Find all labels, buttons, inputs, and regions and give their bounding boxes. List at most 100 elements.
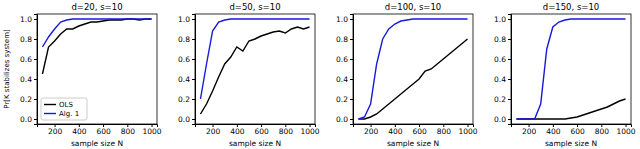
x-tick-label: 200 [48,127,63,136]
x-tick-label: 400 [546,127,561,136]
y-tick: 0.2 [494,95,511,104]
panel-title: d=20, s=10 [71,2,122,12]
y-tick: 0.2 [336,95,353,104]
x-tick-label: 200 [522,127,537,136]
y-tick: 0.6 [20,55,37,64]
y-tick-mark [508,19,511,20]
x-tick-label: 600 [254,127,269,136]
y-tick: 0.4 [494,75,511,84]
legend-swatch [44,104,56,105]
x-tick: 600 [570,124,585,136]
x-tick: 600 [254,124,269,136]
y-tick: 0.2 [20,95,37,104]
y-tick-label: 1.0 [336,15,348,24]
x-tick-label: 800 [437,127,452,136]
y-tick-label: 0.4 [494,75,506,84]
x-tick: 800 [279,124,294,136]
y-tick: 0.0 [336,115,353,124]
legend: OLSAlg. 1 [41,98,87,120]
x-tick-label: 1000 [458,127,477,136]
panel: 20040060080010000.00.20.40.60.81.0d=150,… [494,2,636,148]
x-tick: 600 [412,124,427,136]
x-tick: 200 [522,124,537,136]
x-tick-label: 600 [96,127,111,136]
y-tick: 1.0 [336,15,353,24]
series-line [200,27,309,114]
x-axis: 200 400 600 800 1000 [354,124,478,136]
x-axis-title: sample size N [71,139,123,148]
y-tick-label: 1.0 [494,15,506,24]
y-tick: 0.8 [336,35,353,44]
y-tick: 0.0 [178,115,195,124]
y-tick-label: 0.8 [178,35,190,44]
plot-frame [195,14,315,124]
y-tick: 0.0 [20,115,37,124]
y-tick-mark [508,99,511,100]
y-tick-mark [350,19,353,20]
x-tick: 800 [595,124,610,136]
y-tick-label: 0.2 [20,95,32,104]
y-axis-line [508,15,512,125]
y-tick: 0.8 [494,35,511,44]
x-tick-label: 1000 [616,127,635,136]
y-tick-mark [350,39,353,40]
x-tick-label: 400 [388,127,403,136]
y-axis: 0.00.20.40.60.81.0 [494,15,511,125]
y-tick: 1.0 [178,15,195,24]
x-tick: 400 [230,124,245,136]
x-tick: 200 [364,124,379,136]
y-tick: 1.0 [494,15,511,24]
y-tick-label: 0.2 [494,95,506,104]
y-tick-mark [350,119,353,120]
panel: 20040060080010000.00.20.40.60.81.0d=50, … [178,2,320,148]
y-tick-label: 0.6 [20,55,32,64]
x-axis-title: sample size N [545,139,597,148]
y-tick-mark [34,79,37,80]
lines [42,19,151,74]
plot-frame [511,14,631,124]
y-tick-mark [34,99,37,100]
y-axis-line [192,15,196,125]
figure: 200 400 600 800 1000 0.0 0.2 0.4 0.6 0.8 1.0 d=20, … [0,0,640,149]
y-tick-label: 1.0 [178,15,190,24]
panel-title: d=50, s=10 [229,2,280,12]
x-tick: 600 [96,124,111,136]
y-tick-mark [192,99,195,100]
x-tick-label: 800 [595,127,610,136]
panel-title: d=100, s=10 [385,2,442,12]
x-tick-label: 800 [279,127,294,136]
lines [200,19,309,114]
x-tick: 200 [48,124,63,136]
x-tick-label: 800 [121,127,136,136]
legend-label: OLS [59,101,73,109]
plot-frame [37,14,157,124]
y-tick-label: 0.4 [336,75,348,84]
legend-swatch [44,113,56,114]
y-axis: 0.00.20.40.60.81.0 [20,15,37,125]
y-tick-mark [508,119,511,120]
legend-box [41,98,87,120]
y-tick-label: 0.0 [336,115,348,124]
x-tick: 1000 [300,124,319,136]
y-axis-line [34,15,38,125]
x-tick-label: 1000 [300,127,319,136]
y-axis-title: Pr[K stabilizes system] [3,29,11,109]
y-tick: 0.4 [20,75,37,84]
x-tick: 400 [72,124,87,136]
x-tick: 800 [121,124,136,136]
y-tick-mark [350,99,353,100]
y-tick-label: 0.4 [178,75,190,84]
x-tick-label: 400 [72,127,87,136]
y-tick-mark [350,79,353,80]
x-tick: 400 [388,124,403,136]
y-tick-label: 0.8 [20,35,32,44]
y-tick-label: 0.0 [20,115,32,124]
x-tick-label: 600 [570,127,585,136]
x-tick-label: 600 [412,127,427,136]
x-tick: 800 [437,124,452,136]
y-tick-mark [192,119,195,120]
x-tick: 1000 [616,124,635,136]
y-tick-mark [350,59,353,60]
y-tick-label: 0.6 [336,55,348,64]
y-tick-mark [34,19,37,20]
